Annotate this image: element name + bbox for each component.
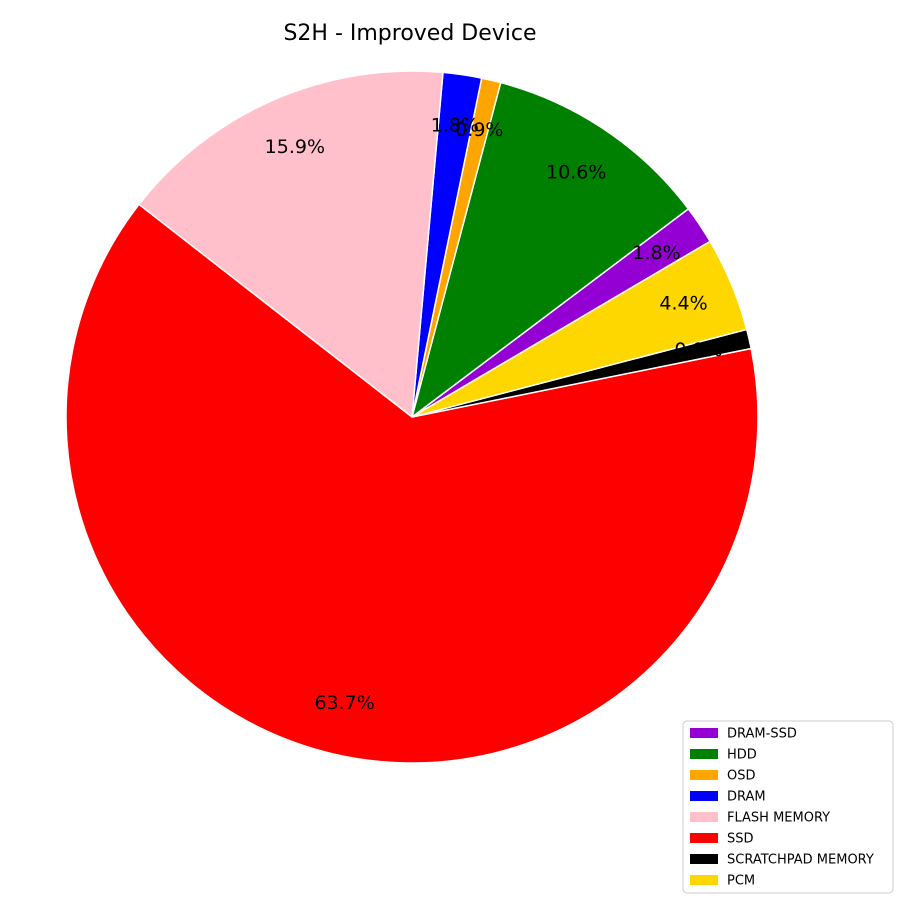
pie-label-scratchpad-memory: 0.9% [674, 339, 722, 361]
legend-swatch-pcm [690, 875, 718, 885]
legend-label-dram-ssd: DRAM-SSD [727, 727, 797, 742]
legend-swatch-ssd [690, 833, 718, 843]
legend-swatch-hdd [690, 749, 718, 759]
legend-label-ssd: SSD [727, 832, 754, 847]
chart-title: S2H - Improved Device [283, 21, 536, 46]
pie-labels: 1.8%10.6%0.9%1.8%15.9%63.7%0.9%4.4% [265, 115, 723, 714]
legend-swatch-osd [690, 770, 718, 780]
pie-slices [65, 70, 759, 764]
pie-slice-pcm [411, 240, 748, 418]
legend: DRAM-SSD HDD OSD DRAM FLASH MEMORY SSD SCRATCH… [682, 720, 894, 894]
pie-slice-ssd [65, 203, 759, 764]
pie-label-pcm: 4.4% [659, 293, 707, 315]
legend-swatch-dram [690, 791, 718, 801]
legend-swatch-dram-ssd [690, 728, 718, 738]
pie-label-dram: 1.8% [431, 115, 479, 137]
legend-label-flash-memory: FLASH MEMORY [727, 811, 830, 826]
legend-label-osd: OSD [727, 769, 756, 784]
pie-label-ssd: 63.7% [314, 692, 374, 714]
pie-slice-flash-memory [137, 70, 444, 419]
legend-label-pcm: PCM [727, 874, 755, 889]
legend-swatch-flash-memory [690, 812, 718, 822]
legend-box [682, 720, 894, 894]
pie-label-dram-ssd: 1.8% [632, 242, 680, 264]
legend-label-hdd: HDD [727, 748, 757, 763]
legend-label-dram: DRAM [727, 790, 766, 805]
pie-slice-hdd [410, 81, 690, 419]
pie-label-hdd: 10.6% [546, 162, 606, 184]
pie-label-flash-memory: 15.9% [265, 136, 325, 158]
legend-label-scratchpad-memory: SCRATCHPAD MEMORY [727, 853, 874, 868]
legend-swatch-scratchpad-memory [690, 854, 718, 864]
pie-label-osd: 0.9% [455, 119, 503, 141]
